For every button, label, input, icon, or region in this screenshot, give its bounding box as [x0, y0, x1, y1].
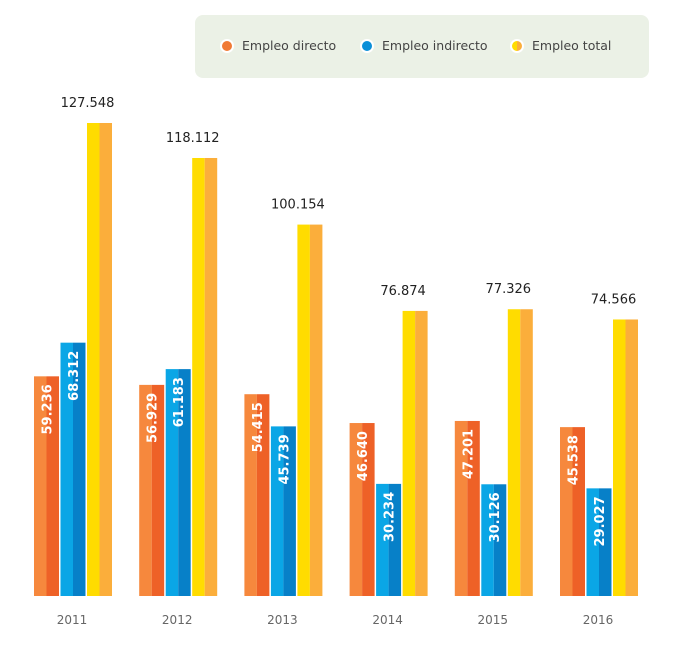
bar-2014-0	[349, 423, 375, 596]
bar-left-half	[244, 394, 257, 596]
bar-value-label: 46.640	[356, 431, 371, 481]
bar-left-half	[165, 369, 179, 596]
bar-left-half	[87, 123, 100, 596]
x-tick-label: 2015	[478, 613, 509, 627]
total-value-label: 74.566	[591, 292, 637, 307]
x-tick-label: 2013	[267, 613, 298, 627]
bar-value-label: 56.929	[146, 393, 161, 443]
bar-left-half	[376, 483, 389, 596]
legend-dot-orange	[220, 38, 234, 53]
bar-right-half	[467, 420, 480, 596]
legend-item-indirecto: Empleo indirecto	[360, 38, 488, 53]
bar-right-half	[73, 342, 86, 596]
bar-left-half	[192, 157, 205, 596]
x-tick-label: 2011	[57, 613, 88, 627]
legend-dot-blue	[360, 38, 374, 53]
bar-2012-1	[165, 369, 191, 596]
bar-left-half	[60, 342, 73, 596]
bar-left-half	[560, 427, 573, 596]
bar-right-half	[151, 384, 165, 596]
bar-right-half	[388, 483, 402, 596]
total-value-label: 100.154	[271, 198, 325, 213]
bar-value-label: 59.236	[41, 384, 56, 434]
bar-value-label: 45.538	[567, 435, 582, 485]
bar-2012-2	[192, 157, 218, 596]
bar-value-label: 61.183	[172, 377, 187, 427]
bar-left-half	[297, 224, 310, 596]
bar-right-half	[204, 157, 218, 596]
x-tick-label: 2014	[372, 613, 403, 627]
x-tick-label: 2016	[583, 613, 614, 627]
bar-2011-1	[60, 342, 86, 596]
total-value-label: 77.326	[486, 282, 532, 297]
bar-2015-0	[454, 420, 480, 596]
bar-left-half	[349, 423, 363, 596]
bar-right-half	[362, 423, 375, 596]
bar-right-half	[415, 310, 428, 596]
total-value-label: 127.548	[61, 96, 115, 111]
bar-right-half	[99, 123, 112, 596]
bar-2015-2	[507, 309, 533, 596]
legend: Empleo directo Empleo indirecto Empleo t…	[195, 15, 649, 78]
bar-right-half	[625, 319, 638, 596]
bar-right-half	[520, 309, 533, 596]
bar-2011-2	[87, 123, 112, 596]
bar-value-label: 29.027	[593, 496, 608, 546]
total-value-label: 118.112	[166, 131, 220, 146]
bar-2014-1	[376, 483, 402, 596]
bar-value-label: 47.201	[461, 429, 476, 479]
bar-left-half	[586, 488, 599, 596]
bar-value-label: 54.415	[251, 402, 266, 452]
bar-2011-0	[34, 376, 59, 596]
bar-2016-1	[586, 488, 612, 596]
legend-dot-yellow	[510, 38, 524, 53]
bar-2014-2	[402, 310, 428, 596]
bar-left-half	[270, 426, 284, 596]
bar-2016-2	[613, 319, 638, 596]
bar-value-label: 68.312	[67, 351, 82, 401]
bar-right-half	[46, 376, 59, 596]
bar-value-label: 45.739	[277, 434, 292, 484]
bar-2012-0	[139, 384, 165, 596]
total-value-label: 76.874	[380, 284, 426, 299]
legend-item-total: Empleo total	[510, 38, 611, 53]
legend-item-directo: Empleo directo	[220, 38, 336, 53]
bar-left-half	[34, 376, 47, 596]
bar-left-half	[402, 310, 416, 596]
bar-2013-2	[297, 224, 323, 596]
bar-left-half	[507, 309, 521, 596]
bar-value-label: 30.234	[383, 492, 398, 542]
bar-value-label: 30.126	[488, 492, 503, 542]
bar-left-half	[454, 420, 468, 596]
x-tick-label: 2012	[162, 613, 193, 627]
bar-left-half	[613, 319, 626, 596]
bar-right-half	[572, 427, 585, 596]
bar-right-half	[599, 488, 612, 596]
bar-2015-1	[481, 484, 507, 596]
bar-right-half	[256, 394, 270, 596]
bar-right-half	[309, 224, 323, 596]
bar-2013-1	[270, 426, 296, 596]
bar-right-half	[493, 484, 507, 596]
bar-2013-0	[244, 394, 270, 596]
bar-right-half	[283, 426, 296, 596]
bar-right-half	[178, 369, 191, 596]
bar-left-half	[139, 384, 152, 596]
bar-left-half	[481, 484, 494, 596]
bar-2016-0	[560, 427, 585, 596]
